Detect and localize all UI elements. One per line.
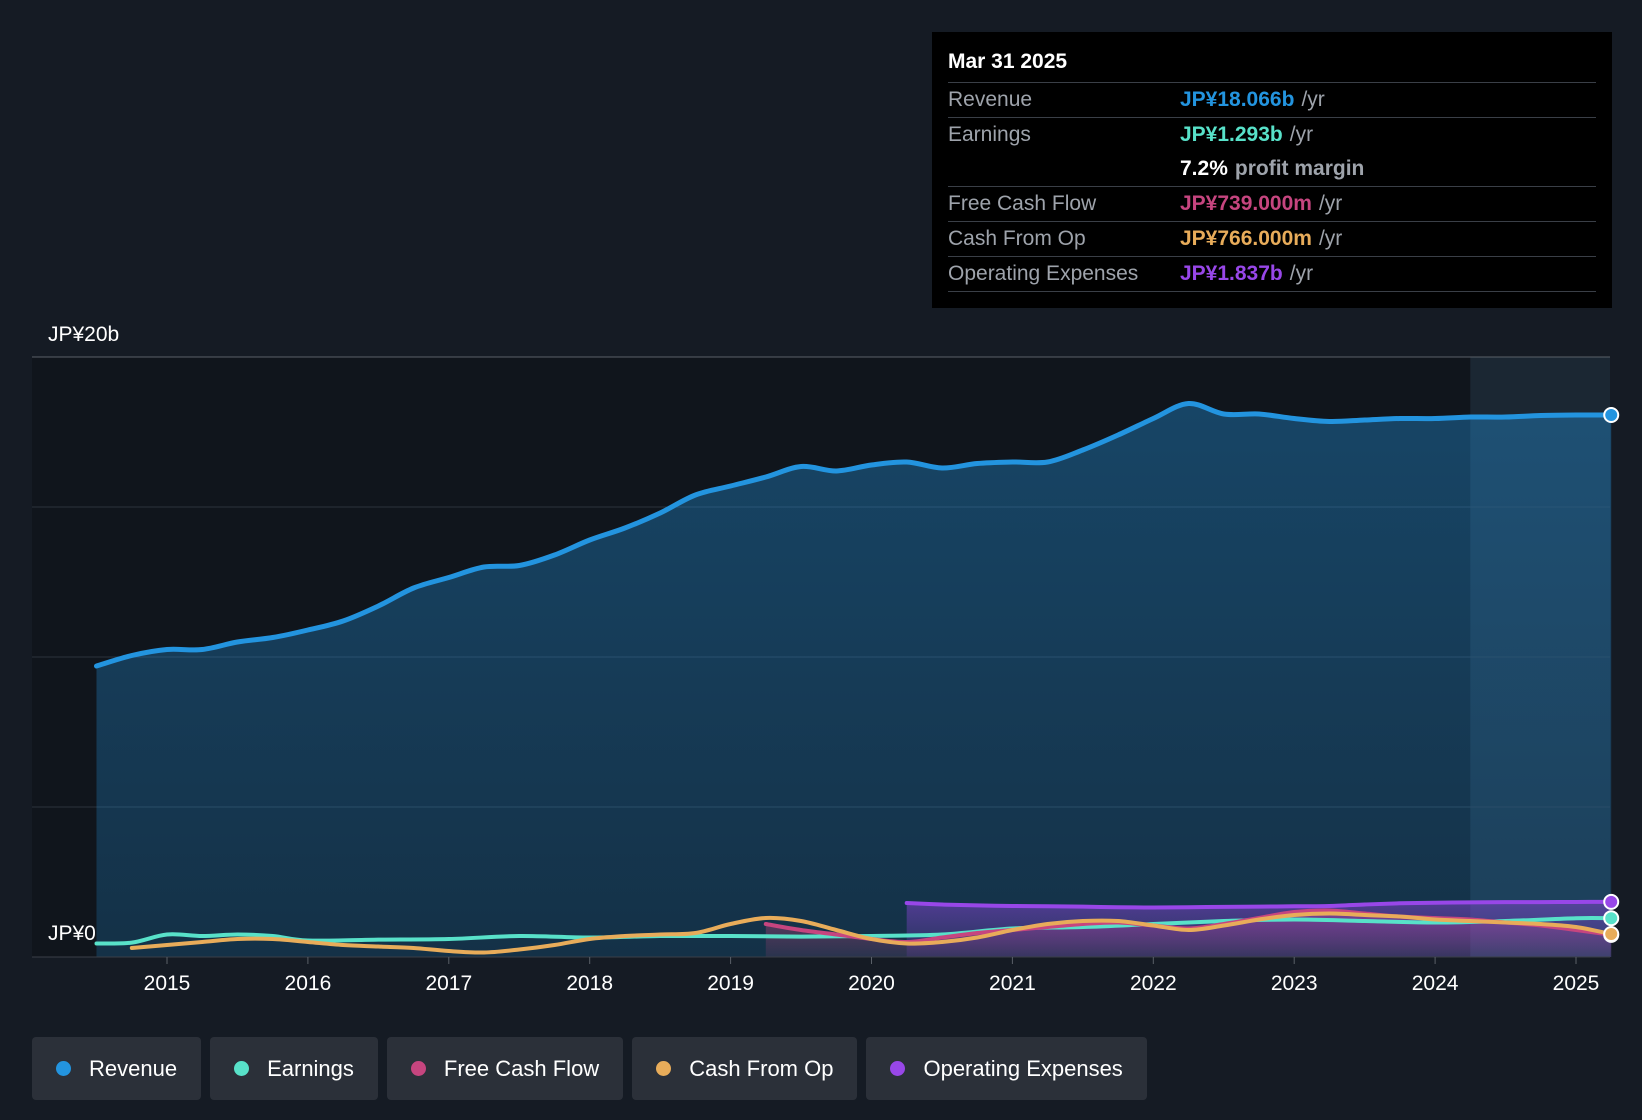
revenue-line — [94, 401, 1614, 669]
legend-item-free-cash-flow[interactable]: Free Cash Flow — [386, 1037, 624, 1100]
legend: Revenue Earnings Free Cash Flow Cash Fro… — [32, 1037, 1147, 1100]
legend-label: Cash From Op — [689, 1055, 834, 1081]
tooltip-value: JP¥18.066b — [1180, 88, 1295, 111]
tooltip-unit: /yr — [1289, 123, 1314, 146]
tooltip-label: Operating Expenses — [948, 262, 1139, 285]
y-axis-label-zero: JP¥0 — [48, 922, 96, 945]
tooltip-label: Free Cash Flow — [948, 192, 1097, 215]
revenue-end-marker — [1603, 407, 1620, 424]
operating-expenses-dot-icon — [890, 1061, 906, 1076]
x-tick-label: 2016 — [285, 972, 332, 995]
x-tick-label: 2019 — [707, 972, 754, 995]
tooltip-unit: /yr — [1301, 88, 1325, 111]
tooltip-label — [948, 152, 1180, 186]
x-tick-label: 2017 — [425, 972, 472, 995]
earnings-dot-icon — [234, 1061, 250, 1076]
x-tick-label: 2020 — [848, 972, 895, 995]
tooltip-unit: profit margin — [1234, 157, 1365, 180]
tooltip-value: JP¥1.293b — [1180, 123, 1283, 146]
x-tick-label: 2021 — [989, 972, 1036, 995]
cash-from-op-end-marker — [1603, 926, 1620, 943]
x-tick-label: 2022 — [1130, 972, 1177, 995]
tooltip-label: Earnings — [948, 123, 1031, 146]
tooltip-row-cash-from-op: Cash From Op JP¥766.000m /yr — [948, 222, 1596, 257]
legend-item-earnings[interactable]: Earnings — [210, 1037, 378, 1100]
legend-item-operating-expenses[interactable]: Operating Expenses — [866, 1037, 1147, 1100]
tooltip-row-profit-margin: 7.2% profit margin — [948, 152, 1596, 187]
legend-label: Free Cash Flow — [443, 1055, 600, 1081]
x-tick-label: 2023 — [1271, 972, 1318, 995]
earnings-end-marker — [1603, 910, 1620, 927]
legend-item-revenue[interactable]: Revenue — [32, 1037, 202, 1100]
legend-label: Revenue — [89, 1055, 178, 1081]
operating-expenses-line — [904, 899, 1614, 910]
tooltip-value: JP¥1.837b — [1180, 262, 1283, 285]
tooltip-label: Cash From Op — [948, 227, 1086, 250]
tooltip-row-operating-expenses: Operating Expenses JP¥1.837b /yr — [948, 257, 1596, 292]
legend-label: Earnings — [267, 1055, 354, 1081]
tooltip-row-revenue: Revenue JP¥18.066b /yr — [948, 83, 1596, 118]
revenue-dot-icon — [56, 1061, 71, 1076]
tooltip-panel: Mar 31 2025 Revenue JP¥18.066b /yr Earni… — [932, 32, 1612, 308]
x-tick-label: 2018 — [566, 972, 613, 995]
x-tick-label: 2025 — [1553, 972, 1600, 995]
tooltip-value: JP¥766.000m — [1180, 227, 1312, 250]
cash-from-op-dot-icon — [656, 1061, 672, 1076]
cash-from-op-line — [129, 911, 1614, 955]
earnings-line — [94, 915, 1614, 946]
tooltip-row-free-cash-flow: Free Cash Flow JP¥739.000m /yr — [948, 187, 1596, 222]
tooltip-unit: /yr — [1318, 227, 1343, 250]
operating-expenses-area — [906, 901, 1612, 957]
free-cash-flow-dot-icon — [410, 1061, 426, 1076]
y-axis-label-top: JP¥20b — [48, 323, 119, 346]
tooltip-label: Revenue — [948, 88, 1033, 111]
x-tick-label: 2024 — [1412, 972, 1459, 995]
tooltip-row-earnings: Earnings JP¥1.293b /yr — [948, 118, 1596, 152]
tooltip-unit: /yr — [1289, 262, 1314, 285]
tooltip-value: JP¥739.000m — [1180, 192, 1312, 215]
legend-item-cash-from-op[interactable]: Cash From Op — [632, 1037, 858, 1100]
tooltip-value: 7.2% — [1180, 157, 1228, 180]
legend-label: Operating Expenses — [923, 1055, 1123, 1081]
tooltip-unit: /yr — [1318, 192, 1343, 215]
revenue-area — [96, 403, 1612, 957]
operating-expenses-end-marker — [1603, 893, 1620, 910]
tooltip-date: Mar 31 2025 — [948, 46, 1596, 83]
x-tick-label: 2015 — [144, 972, 191, 995]
